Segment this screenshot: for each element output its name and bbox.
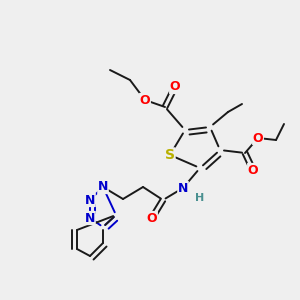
Text: N: N (178, 182, 188, 194)
Text: O: O (253, 131, 263, 145)
Text: O: O (147, 212, 157, 224)
Text: O: O (170, 80, 180, 94)
Text: S: S (165, 148, 175, 162)
Text: N: N (85, 212, 95, 224)
Text: O: O (248, 164, 258, 176)
Text: H: H (195, 193, 205, 203)
Text: N: N (85, 194, 95, 206)
Text: N: N (98, 181, 108, 194)
Text: O: O (140, 94, 150, 106)
